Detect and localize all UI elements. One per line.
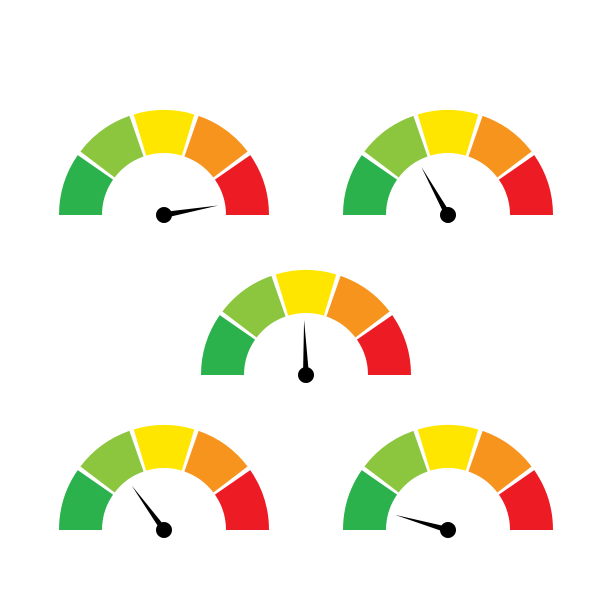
gauge-center [196,265,416,388]
gauge-bottom-left [54,420,274,543]
hub-icon [156,207,172,223]
hub-icon [156,522,172,538]
gauge-segment-2 [418,425,479,471]
hub-icon [298,367,314,383]
hub-icon [440,522,456,538]
gauge-segment-2 [134,110,195,156]
gauge-top-right [338,105,558,228]
gauge-segment-2 [276,270,337,316]
gauge-bottom-right [338,420,558,543]
needle-icon [303,320,309,375]
gauge-segment-2 [134,425,195,471]
hub-icon [440,207,456,223]
gauge-top-left [54,105,274,228]
gauge-segment-2 [418,110,479,156]
